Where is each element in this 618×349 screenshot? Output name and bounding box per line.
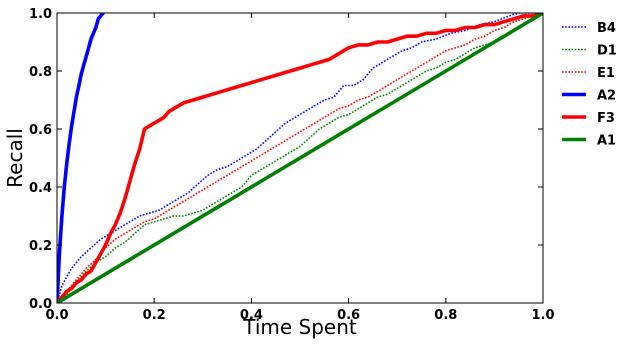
plot-frame [56,12,544,304]
y-tick-label: 0.6 [29,123,52,138]
x-tick-label: 1.0 [531,308,554,323]
series-line-d1 [57,13,543,303]
y-axis-title: Recall [3,128,27,188]
series-line-a1 [57,13,543,303]
y-tick-label: 0.0 [29,297,52,312]
tick-layer: 0.0 0.2 0.4 0.6 0.8 1.0 0.0 0.2 0.4 0.6 0.8 1.0 [29,7,555,323]
series-line-f3 [57,13,543,303]
x-tick-label: 0.4 [240,308,263,323]
x-tick-label: 0.6 [337,308,360,323]
x-axis-title: Time Spent [242,315,357,339]
series-line-a2 [57,13,105,303]
legend-label-a1: A1 [597,134,616,149]
legend-label-e1: E1 [597,66,615,81]
y-tick-label: 1.0 [29,7,52,22]
series-line-b4 [57,13,543,303]
x-tick-label: 0.8 [434,308,457,323]
series-line-e1 [57,13,543,303]
legend-label-f3: F3 [597,111,615,126]
y-tick-label: 0.2 [29,239,52,254]
legend-label-b4: B4 [597,21,616,36]
y-tick-label: 0.8 [29,65,52,80]
y-tick-label: 0.4 [29,181,52,196]
legend: B4 D1 E1 A2 F3 A1 [562,21,617,149]
legend-label-a2: A2 [597,89,616,104]
series-layer [57,13,543,303]
x-tick-label: 0.0 [45,308,68,323]
x-tick-label: 0.2 [143,308,166,323]
legend-label-d1: D1 [597,44,617,59]
